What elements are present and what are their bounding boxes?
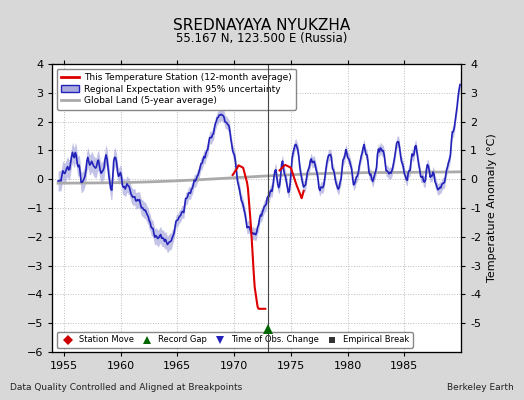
Legend: Station Move, Record Gap, Time of Obs. Change, Empirical Break: Station Move, Record Gap, Time of Obs. C…: [57, 332, 413, 348]
Y-axis label: Temperature Anomaly (°C): Temperature Anomaly (°C): [487, 134, 497, 282]
Text: SREDNAYAYA NYUKZHA: SREDNAYAYA NYUKZHA: [173, 18, 351, 33]
Text: Berkeley Earth: Berkeley Earth: [447, 383, 514, 392]
Text: 55.167 N, 123.500 E (Russia): 55.167 N, 123.500 E (Russia): [176, 32, 348, 45]
Text: Data Quality Controlled and Aligned at Breakpoints: Data Quality Controlled and Aligned at B…: [10, 383, 243, 392]
